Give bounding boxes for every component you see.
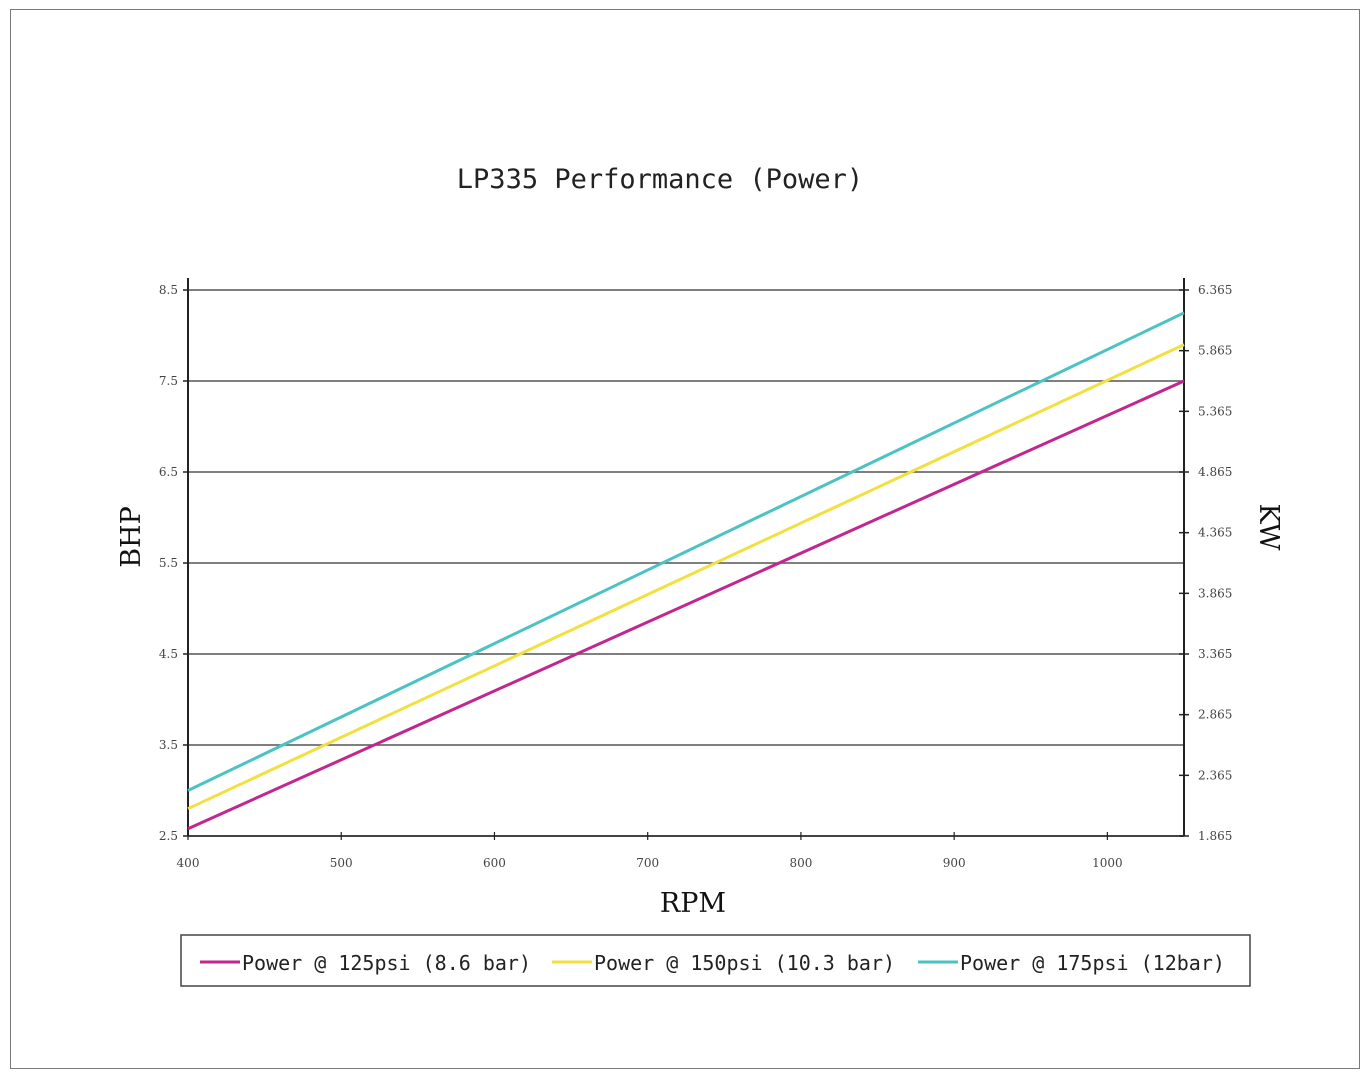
legend: Power @ 125psi (8.6 bar) Power @ 150psi (… [180,934,1251,987]
y-tick-label-1: 3.5 [159,738,178,752]
y-tick-label-0: 2.5 [159,829,178,843]
y2-tick-label-7: 5.365 [1198,404,1232,418]
legend-label-2: Power @ 175psi (12bar) [960,951,1225,975]
legend-label-0: Power @ 125psi (8.6 bar) [242,951,531,975]
y-tick-label-2: 4.5 [159,647,178,661]
series-lines [187,311,1185,831]
y2-tick-label-1: 2.365 [1198,768,1232,782]
y2-tick-label-2: 2.865 [1198,708,1232,722]
y-tick-label-4: 6.5 [159,465,178,479]
y2-tick-label-3: 3.365 [1198,647,1232,661]
chart-title: LP335 Performance (Power) [457,164,863,195]
legend-label-1: Power @ 150psi (10.3 bar) [594,951,895,975]
grid-lines [188,289,1184,837]
x-axis-title: RPM [660,888,726,919]
x-tick-label-1: 500 [330,856,353,870]
x-tick-label-4: 800 [789,856,812,870]
y-tick-label-5: 7.5 [159,374,178,388]
x-tick-label-6: 1000 [1092,856,1123,870]
y-tick-label-3: 5.5 [159,556,178,570]
y2-axis-title: KW [1253,504,1284,551]
y2-tick-label-8: 5.865 [1198,344,1232,358]
y-axis-title: BHP [116,506,147,568]
series-line-1 [187,343,1185,811]
chart-frame [10,9,1360,1069]
x-tick-label-0: 400 [177,856,200,870]
x-tick-label-2: 600 [483,856,506,870]
axes [183,278,1189,840]
x-tick-label-3: 700 [636,856,659,870]
y2-tick-label-5: 4.365 [1198,526,1232,540]
series-line-0 [187,379,1185,831]
y2-tick-label-9: 6.365 [1198,283,1232,297]
legend-box [180,934,1251,987]
tick-labels: 2.5 3.5 4.5 5.5 6.5 7.5 8.5 1.865 2.365 2.865 3.36… [159,283,1232,870]
y2-tick-label-4: 3.865 [1198,586,1232,600]
x-tick-label-5: 900 [943,856,966,870]
y2-tick-label-0: 1.865 [1198,829,1232,843]
y-tick-label-6: 8.5 [159,283,178,297]
y2-tick-label-6: 4.865 [1198,465,1232,479]
series-line-2 [187,311,1185,792]
